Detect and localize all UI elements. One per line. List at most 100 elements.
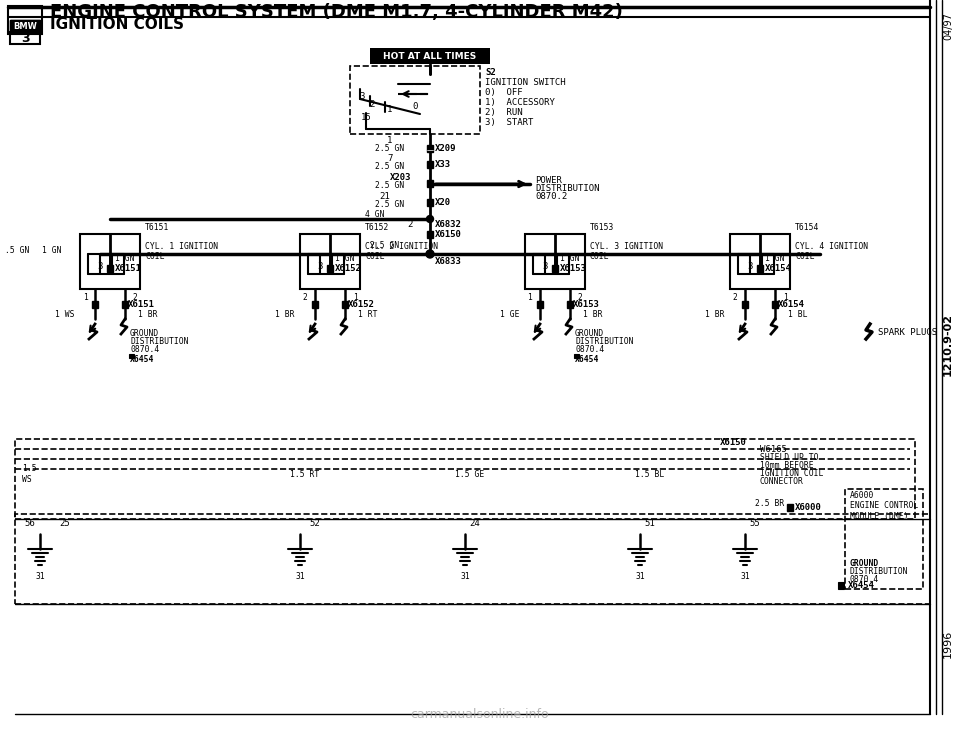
Text: 56: 56: [25, 519, 36, 528]
Text: 1.5 GE: 1.5 GE: [455, 469, 484, 478]
Text: X6000: X6000: [795, 502, 822, 512]
Text: 1 RT: 1 RT: [358, 310, 377, 318]
Text: 1 GN: 1 GN: [115, 254, 134, 263]
Bar: [122, 301, 128, 308]
Text: 1 WS: 1 WS: [56, 310, 75, 318]
Text: DISTRIBUTION: DISTRIBUTION: [575, 337, 634, 346]
Text: T6154: T6154: [795, 223, 820, 232]
Text: 1: 1: [782, 292, 787, 301]
Text: 0870.4: 0870.4: [130, 345, 159, 354]
Text: X6153: X6153: [573, 300, 600, 309]
Text: 21: 21: [379, 191, 391, 200]
Text: W6165: W6165: [760, 444, 787, 454]
Text: X6150: X6150: [720, 437, 747, 446]
Text: 3: 3: [97, 261, 103, 271]
Text: 0870.2: 0870.2: [535, 191, 567, 200]
Text: 1 GE: 1 GE: [500, 310, 519, 318]
Text: 2.5 GN: 2.5 GN: [375, 199, 404, 208]
Bar: [8, 6, 42, 34]
Text: 3)  START: 3) START: [485, 118, 534, 126]
Text: 2.5 GN: 2.5 GN: [371, 240, 399, 249]
Bar: [107, 265, 113, 272]
Circle shape: [426, 216, 434, 222]
Circle shape: [426, 250, 434, 258]
Text: SHIELD UP TO: SHIELD UP TO: [760, 452, 819, 461]
Text: GROUND: GROUND: [850, 559, 879, 568]
Bar: [15, 439, 915, 519]
Text: 3: 3: [542, 261, 548, 271]
Text: X6151: X6151: [115, 263, 142, 272]
Text: 1: 1: [387, 135, 393, 144]
Bar: [427, 161, 433, 168]
Text: 1.5
WS: 1.5 WS: [22, 464, 36, 484]
Text: X6152: X6152: [348, 300, 374, 309]
Bar: [10, 20, 40, 32]
Text: 2: 2: [578, 292, 583, 301]
Text: 1: 1: [83, 292, 87, 301]
Text: X6454: X6454: [848, 580, 875, 589]
Text: X6151: X6151: [128, 300, 155, 309]
Bar: [845, 489, 923, 589]
Text: CYL. 4 IGNITION
COIL: CYL. 4 IGNITION COIL: [795, 242, 868, 261]
Text: 31: 31: [36, 572, 45, 581]
Text: 3: 3: [359, 92, 365, 100]
Text: 10mm BEFORE: 10mm BEFORE: [760, 461, 814, 469]
Text: 24: 24: [469, 519, 480, 528]
Text: 1 BR: 1 BR: [706, 310, 725, 318]
Bar: [567, 301, 573, 308]
Text: 2.5 GN: 2.5 GN: [375, 161, 404, 170]
Text: 0870.4: 0870.4: [575, 345, 604, 354]
Bar: [300, 234, 360, 289]
Text: T6153: T6153: [590, 223, 614, 232]
Text: 31: 31: [636, 572, 645, 581]
Bar: [80, 234, 140, 289]
Text: X6833: X6833: [435, 257, 462, 266]
Text: 1 GN: 1 GN: [560, 254, 580, 263]
Text: X6832: X6832: [435, 219, 462, 228]
Bar: [342, 301, 348, 308]
Text: SPARK PLUGS: SPARK PLUGS: [878, 327, 937, 336]
Text: X209: X209: [435, 144, 457, 153]
Text: 2: 2: [302, 292, 307, 301]
Text: 2.5 GN: 2.5 GN: [375, 144, 404, 153]
Text: 1.5 RT: 1.5 RT: [290, 469, 320, 478]
Bar: [312, 301, 318, 308]
Text: 7: 7: [387, 153, 393, 162]
Text: 1 GN: 1 GN: [42, 246, 61, 254]
Text: MODULE (DME): MODULE (DME): [850, 512, 908, 521]
Text: 3: 3: [747, 261, 753, 271]
Text: 4 GN: 4 GN: [365, 210, 385, 219]
Text: X6154: X6154: [778, 300, 804, 309]
Text: X6153: X6153: [560, 263, 587, 272]
Text: 1: 1: [387, 104, 393, 114]
Text: S2: S2: [485, 68, 495, 77]
Text: 2: 2: [732, 292, 737, 301]
Bar: [10, 32, 40, 44]
Bar: [15, 514, 930, 604]
Text: 31: 31: [295, 572, 305, 581]
Text: X6150: X6150: [435, 229, 462, 239]
Text: ENGINE CONTROL SYSTEM (DME M1.7, 4-CYLINDER M42): ENGINE CONTROL SYSTEM (DME M1.7, 4-CYLIN…: [50, 3, 623, 21]
Bar: [129, 354, 134, 358]
Text: 0)  OFF: 0) OFF: [485, 88, 522, 97]
Bar: [327, 265, 333, 272]
Bar: [92, 301, 98, 308]
Text: CYL. 2 IGNITION
COIL: CYL. 2 IGNITION COIL: [365, 242, 438, 261]
Bar: [730, 234, 790, 289]
Text: 31: 31: [740, 572, 750, 581]
Bar: [537, 301, 543, 308]
Text: 55: 55: [750, 519, 760, 528]
Bar: [787, 504, 793, 511]
Text: 0870.4: 0870.4: [850, 576, 879, 585]
Bar: [427, 180, 433, 187]
Text: X6454: X6454: [130, 355, 155, 364]
Text: X6152: X6152: [335, 263, 362, 272]
Bar: [427, 199, 433, 206]
Bar: [757, 265, 763, 272]
Text: DISTRIBUTION: DISTRIBUTION: [850, 568, 908, 577]
Text: HOT AT ALL TIMES: HOT AT ALL TIMES: [383, 51, 476, 60]
Text: CYL. 1 IGNITION
COIL: CYL. 1 IGNITION COIL: [145, 242, 218, 261]
Text: 0: 0: [412, 101, 418, 111]
Text: X33: X33: [435, 159, 451, 168]
Text: 2.5 BR: 2.5 BR: [755, 499, 784, 508]
